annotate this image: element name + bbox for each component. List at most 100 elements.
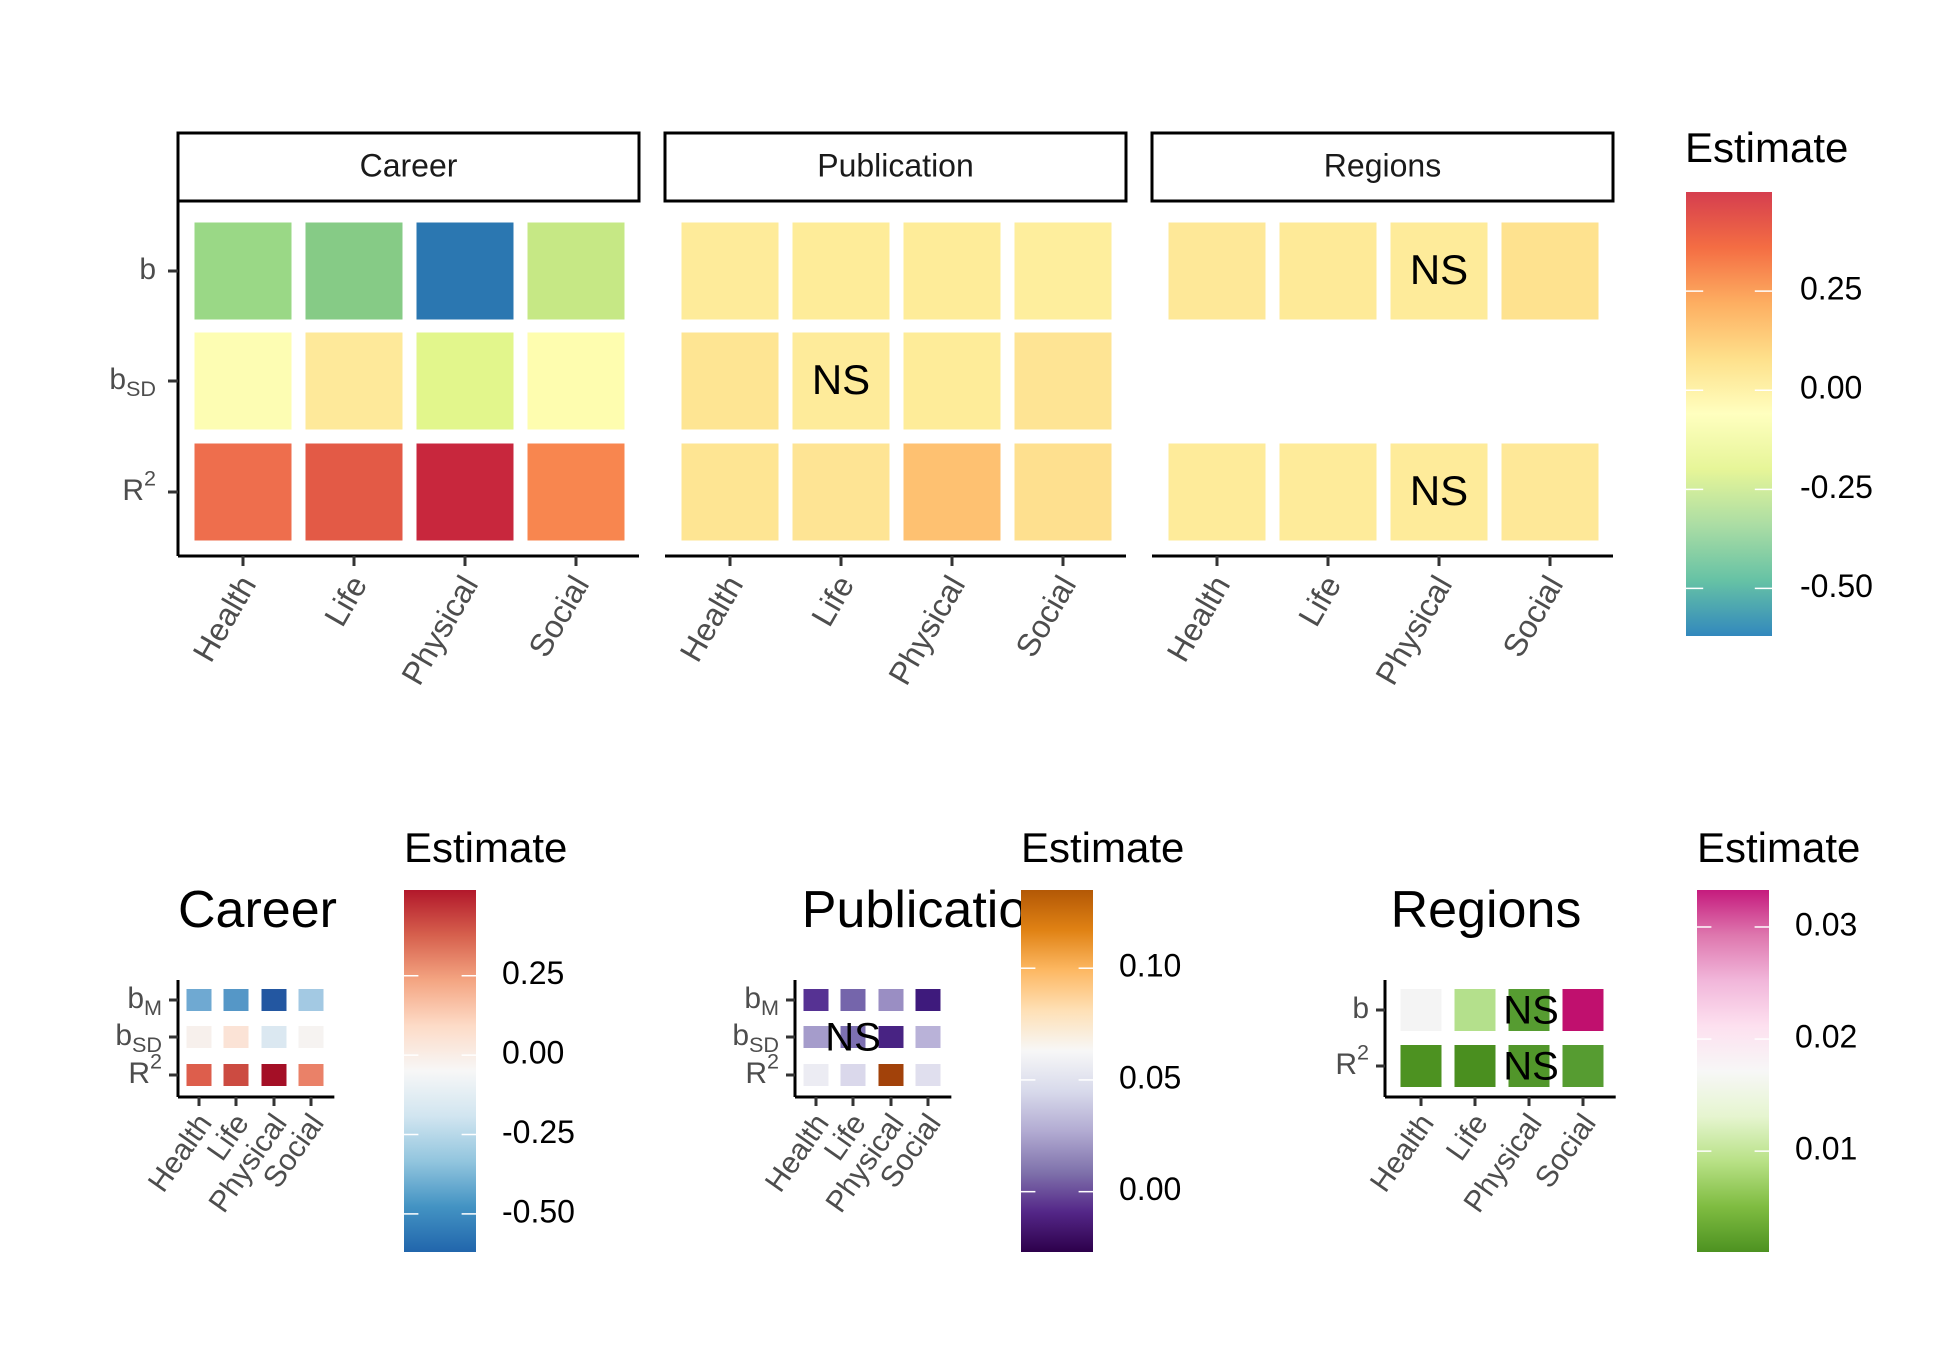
row-label-superscript: 2: [1357, 1039, 1369, 1064]
row-label: b: [1352, 992, 1369, 1025]
panel-title: Publication: [802, 881, 1056, 939]
legend-tick-label: -0.25: [1800, 469, 1873, 505]
legend-tick-label: 0.01: [1795, 1131, 1857, 1167]
heatmap-cell: [1562, 989, 1604, 1031]
heatmap-cell: [803, 989, 829, 1011]
x-tick-label: Health: [186, 570, 263, 668]
ns-annotation: NS: [1410, 246, 1468, 293]
heatmap-cell: [416, 222, 514, 320]
heatmap-cell: [903, 443, 1001, 541]
row-label-subscript: M: [761, 995, 779, 1020]
legend-title: Estimate: [1697, 824, 1860, 871]
facet-strip: [1150, 131, 1615, 203]
legend-tick-label: 0.03: [1795, 906, 1857, 942]
facet-strip-label: Regions: [1324, 147, 1441, 183]
heatmap-cell: [194, 222, 292, 320]
facet-regions: Regions NS NS Health Life Physical Social: [1150, 131, 1615, 691]
row-label-base: R: [128, 1057, 150, 1090]
heatmap-cell: [792, 222, 890, 320]
x-tick-label: Health: [1160, 570, 1237, 668]
row-label-subscript: SD: [132, 1032, 162, 1057]
row-label-subscript: M: [144, 995, 162, 1020]
row-label: R2: [1335, 1039, 1369, 1081]
x-tick-label: Social: [1495, 570, 1570, 663]
legend-tick-label: 0.05: [1119, 1059, 1181, 1095]
heatmap-cell: [803, 1064, 829, 1086]
row-label-superscript: 2: [150, 1048, 162, 1073]
heatmap-cell: [261, 1026, 287, 1048]
legend-colorbar: [1686, 192, 1772, 636]
legend-tick-label: 0.00: [1119, 1171, 1181, 1207]
facet-strip: [663, 131, 1128, 203]
heatmap-cell: [186, 1064, 212, 1086]
legend-title: Estimate: [1021, 824, 1184, 871]
heatmap-cell: [1279, 443, 1377, 541]
heatmap-cell: [1390, 222, 1488, 320]
heatmap-cell: [903, 222, 1001, 320]
heatmap-cell: [305, 222, 403, 320]
row-label-base: b: [115, 1019, 132, 1052]
heatmap-cell: [681, 443, 779, 541]
row-label-subscript: SD: [126, 376, 156, 401]
heatmap-cell: [261, 1064, 287, 1086]
x-tick-label: Life: [804, 570, 861, 633]
row-label: b: [139, 253, 156, 286]
legend-tick-label: 0.25: [1800, 271, 1862, 307]
heatmap-cell: [878, 989, 904, 1011]
row-label: bSD: [109, 363, 156, 401]
x-tick-label: Health: [673, 570, 750, 668]
row-label-base: R: [745, 1057, 767, 1090]
row-label-base: R: [1335, 1048, 1357, 1081]
row-label-subscript: SD: [749, 1032, 779, 1057]
row-label-base: b: [127, 982, 144, 1015]
ns-annotation: NS: [1410, 467, 1468, 514]
row-label-base: b: [139, 253, 156, 286]
x-tick-label: Health: [1364, 1108, 1441, 1198]
heatmap-cell: [1390, 443, 1488, 541]
heatmap-cell: [681, 332, 779, 430]
heatmap-cell: [1454, 989, 1496, 1031]
heatmap-cell: [223, 1064, 249, 1086]
legend-tick-label: -0.50: [502, 1193, 575, 1229]
x-tick-label: Social: [1008, 570, 1083, 663]
legend-title: Estimate: [1685, 124, 1848, 171]
row-label: R2: [745, 1048, 779, 1090]
x-tick-label: Physical: [394, 570, 485, 691]
row-label-base: R: [122, 474, 144, 507]
row-label: R2: [122, 465, 156, 507]
heatmap-cell: [1400, 989, 1442, 1031]
facet-strip: [176, 131, 641, 203]
legend-colorbar: [1697, 890, 1769, 1252]
legend-tick-label: 0.25: [502, 955, 564, 991]
heatmap-cell: [1501, 222, 1599, 320]
heatmap-cell: [186, 989, 212, 1011]
legend-tick-label: 0.00: [1800, 370, 1862, 406]
heatmap-cell: [878, 1026, 904, 1048]
legend-tick-label: 0.00: [502, 1035, 564, 1071]
row-label: bSD: [115, 1019, 162, 1057]
heatmap-cell: [792, 443, 890, 541]
row-label-base: b: [732, 1019, 749, 1052]
heatmap-cell: [194, 443, 292, 541]
heatmap-cell: [915, 1064, 941, 1086]
row-label-superscript: 2: [767, 1048, 779, 1073]
heatmap-cell: [305, 332, 403, 430]
facet-strip-label: Publication: [817, 147, 974, 183]
heatmap-cell: [840, 1064, 866, 1086]
legend-tick-label: 0.10: [1119, 948, 1181, 984]
row-label: bM: [127, 982, 162, 1020]
heatmap-cell: [1562, 1045, 1604, 1087]
heatmap-cell: [416, 443, 514, 541]
heatmap-cell: [527, 332, 625, 430]
x-tick-label: Physical: [881, 570, 972, 691]
heatmap-cell: [194, 332, 292, 430]
heatmap-cell: [878, 1064, 904, 1086]
heatmap-cell: [903, 332, 1001, 430]
row-label-superscript: 2: [144, 465, 156, 490]
row-label: bM: [744, 982, 779, 1020]
ns-annotation: NS: [825, 1016, 881, 1060]
